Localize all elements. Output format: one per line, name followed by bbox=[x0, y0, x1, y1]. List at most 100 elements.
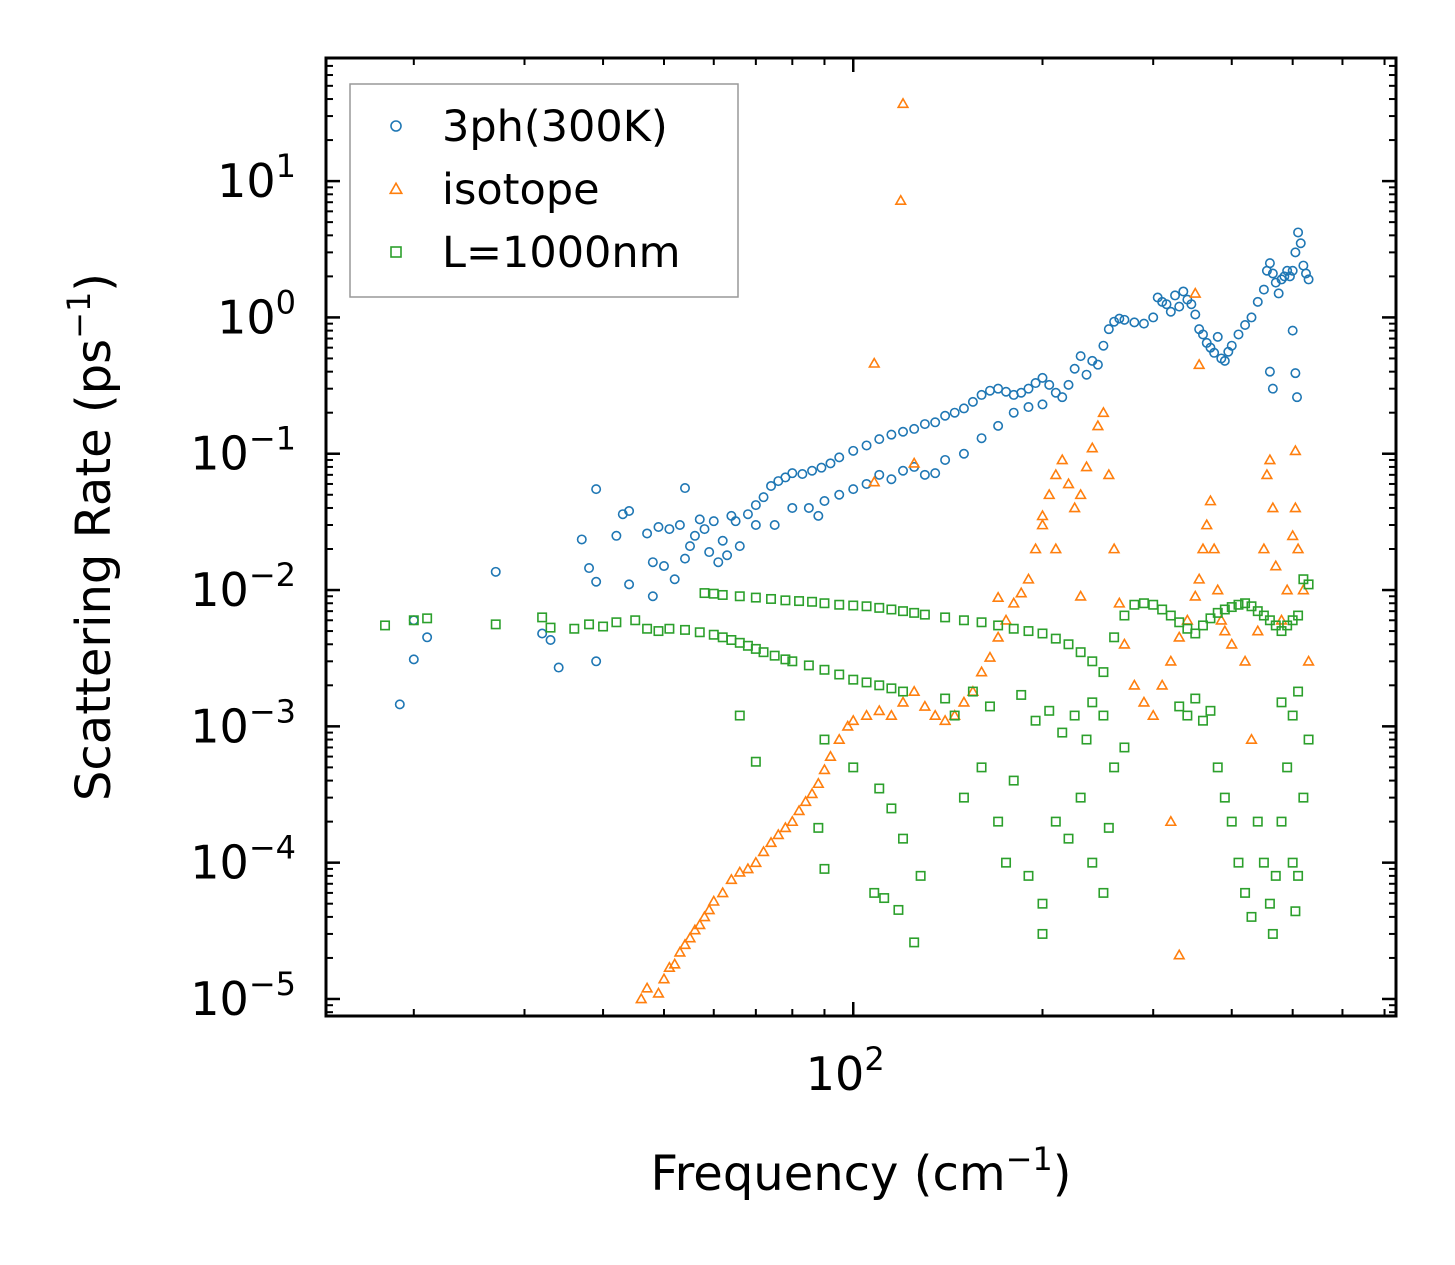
data-point bbox=[824, 750, 837, 762]
data-point bbox=[848, 484, 859, 495]
y-tick-label: 10−4 bbox=[190, 829, 296, 890]
data-point bbox=[919, 419, 930, 430]
data-point bbox=[1270, 870, 1281, 881]
data-point bbox=[896, 695, 910, 707]
data-point bbox=[640, 981, 654, 993]
data-point bbox=[1075, 351, 1086, 362]
data-point bbox=[868, 356, 881, 368]
data-point bbox=[940, 693, 951, 704]
data-point bbox=[1050, 816, 1061, 827]
data-point bbox=[694, 627, 705, 638]
data-point bbox=[1190, 309, 1201, 320]
data-point bbox=[1240, 887, 1251, 898]
data-point bbox=[1205, 613, 1216, 624]
data-point bbox=[805, 787, 819, 799]
data-point bbox=[1023, 383, 1034, 394]
data-point bbox=[1016, 387, 1027, 398]
data-point bbox=[702, 903, 716, 915]
data-point bbox=[975, 665, 988, 677]
data-point bbox=[780, 472, 791, 483]
data-point bbox=[834, 489, 845, 500]
data-point bbox=[1286, 529, 1299, 541]
data-point bbox=[1098, 340, 1109, 351]
data-point bbox=[868, 475, 881, 487]
data-point bbox=[1287, 325, 1298, 336]
data-point bbox=[1128, 678, 1141, 690]
data-point bbox=[1174, 617, 1185, 628]
data-point bbox=[958, 448, 969, 459]
data-point bbox=[1204, 494, 1217, 506]
data-point bbox=[1197, 715, 1208, 726]
data-point bbox=[1258, 857, 1269, 868]
data-point bbox=[898, 686, 909, 697]
data-point bbox=[861, 440, 872, 451]
legend-label: L=1000nm bbox=[442, 228, 681, 278]
data-point bbox=[1287, 857, 1298, 868]
data-point bbox=[1087, 857, 1098, 868]
data-point bbox=[1226, 816, 1237, 827]
data-point bbox=[1049, 468, 1063, 480]
data-point bbox=[834, 599, 845, 610]
data-point bbox=[1211, 583, 1224, 595]
data-point bbox=[976, 433, 987, 444]
data-point bbox=[907, 456, 921, 468]
data-point bbox=[408, 654, 419, 665]
data-point bbox=[1303, 274, 1314, 285]
data-point bbox=[1157, 604, 1168, 615]
data-point bbox=[898, 426, 909, 437]
data-point bbox=[1298, 792, 1309, 803]
data-point bbox=[699, 524, 710, 535]
data-point bbox=[1225, 637, 1238, 649]
data-point bbox=[1173, 630, 1186, 642]
data-point bbox=[1182, 710, 1193, 721]
data-point bbox=[1119, 610, 1130, 621]
y-axis-title: Scattering Rate (ps−1) bbox=[60, 273, 122, 801]
data-point bbox=[1057, 727, 1068, 738]
data-point bbox=[584, 563, 595, 574]
data-point bbox=[1081, 734, 1092, 745]
data-point bbox=[949, 710, 960, 721]
data-point bbox=[894, 194, 907, 205]
data-point bbox=[1062, 477, 1075, 489]
data-point bbox=[794, 596, 805, 607]
data-point bbox=[658, 561, 669, 572]
data-point bbox=[1282, 762, 1293, 773]
data-point bbox=[1290, 368, 1301, 379]
data-point bbox=[909, 423, 920, 434]
data-point bbox=[813, 822, 824, 833]
data-point bbox=[699, 588, 710, 599]
data-point bbox=[1030, 715, 1041, 726]
data-point bbox=[716, 886, 729, 898]
data-point bbox=[861, 601, 872, 612]
data-point bbox=[653, 626, 664, 637]
data-point bbox=[1267, 383, 1278, 394]
data-point bbox=[725, 873, 738, 885]
data-point bbox=[1043, 488, 1056, 500]
data-point bbox=[1298, 574, 1309, 585]
data-point bbox=[1056, 453, 1069, 465]
data-point bbox=[678, 938, 692, 950]
data-point bbox=[1119, 314, 1130, 325]
legend-marker bbox=[390, 120, 402, 132]
data-point bbox=[422, 632, 433, 643]
data-point bbox=[685, 541, 696, 552]
data-point bbox=[1008, 407, 1019, 418]
data-point bbox=[1091, 419, 1105, 431]
data-point bbox=[1233, 857, 1244, 868]
data-point bbox=[1068, 501, 1081, 513]
data-point bbox=[490, 619, 501, 630]
data-point bbox=[1001, 857, 1012, 868]
data-point bbox=[713, 557, 724, 568]
data-points-layer bbox=[380, 97, 1315, 1004]
data-point bbox=[919, 609, 930, 620]
data-point bbox=[1303, 579, 1314, 590]
data-point bbox=[1063, 833, 1074, 844]
data-point bbox=[861, 677, 872, 688]
data-point bbox=[1209, 347, 1220, 358]
legend-label: isotope bbox=[442, 165, 600, 215]
data-point bbox=[993, 620, 1004, 631]
data-point bbox=[1192, 572, 1206, 584]
data-point bbox=[422, 613, 433, 624]
data-point bbox=[1109, 762, 1120, 773]
data-point bbox=[669, 574, 680, 585]
